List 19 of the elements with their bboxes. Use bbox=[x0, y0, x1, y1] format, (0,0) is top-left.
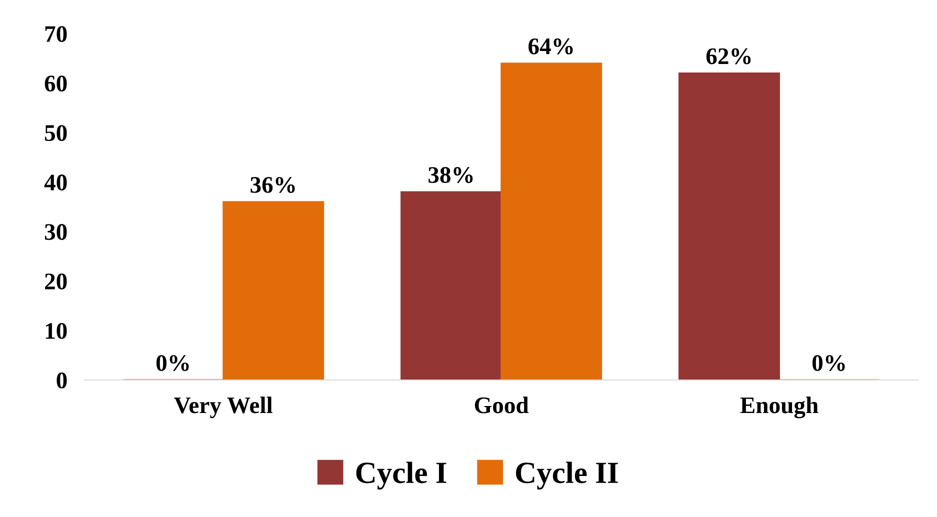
y-tick-label: 40 bbox=[44, 174, 67, 190]
x-tick-label: Good bbox=[474, 396, 529, 414]
y-tick-label: 50 bbox=[44, 125, 67, 141]
data-label: 64% bbox=[528, 38, 573, 54]
data-label: 38% bbox=[428, 167, 473, 184]
legend-label: Cycle I bbox=[356, 462, 446, 490]
y-tick-label: 60 bbox=[44, 76, 67, 92]
y-tick-label: 10 bbox=[46, 323, 67, 339]
y-tick-label: 0 bbox=[56, 372, 67, 388]
data-label: 0% bbox=[156, 355, 189, 372]
legend-label: Cycle II bbox=[516, 462, 618, 490]
data-label: 36% bbox=[250, 176, 295, 193]
y-tick-label: 20 bbox=[45, 274, 67, 290]
x-tick-label: Very Well bbox=[174, 396, 272, 418]
data-label: 0% bbox=[812, 355, 845, 372]
x-tick-label: Enough bbox=[740, 396, 818, 418]
y-tick-label: 30 bbox=[44, 224, 67, 240]
y-tick-label: 70 bbox=[45, 26, 67, 42]
data-label: 62% bbox=[706, 48, 751, 64]
